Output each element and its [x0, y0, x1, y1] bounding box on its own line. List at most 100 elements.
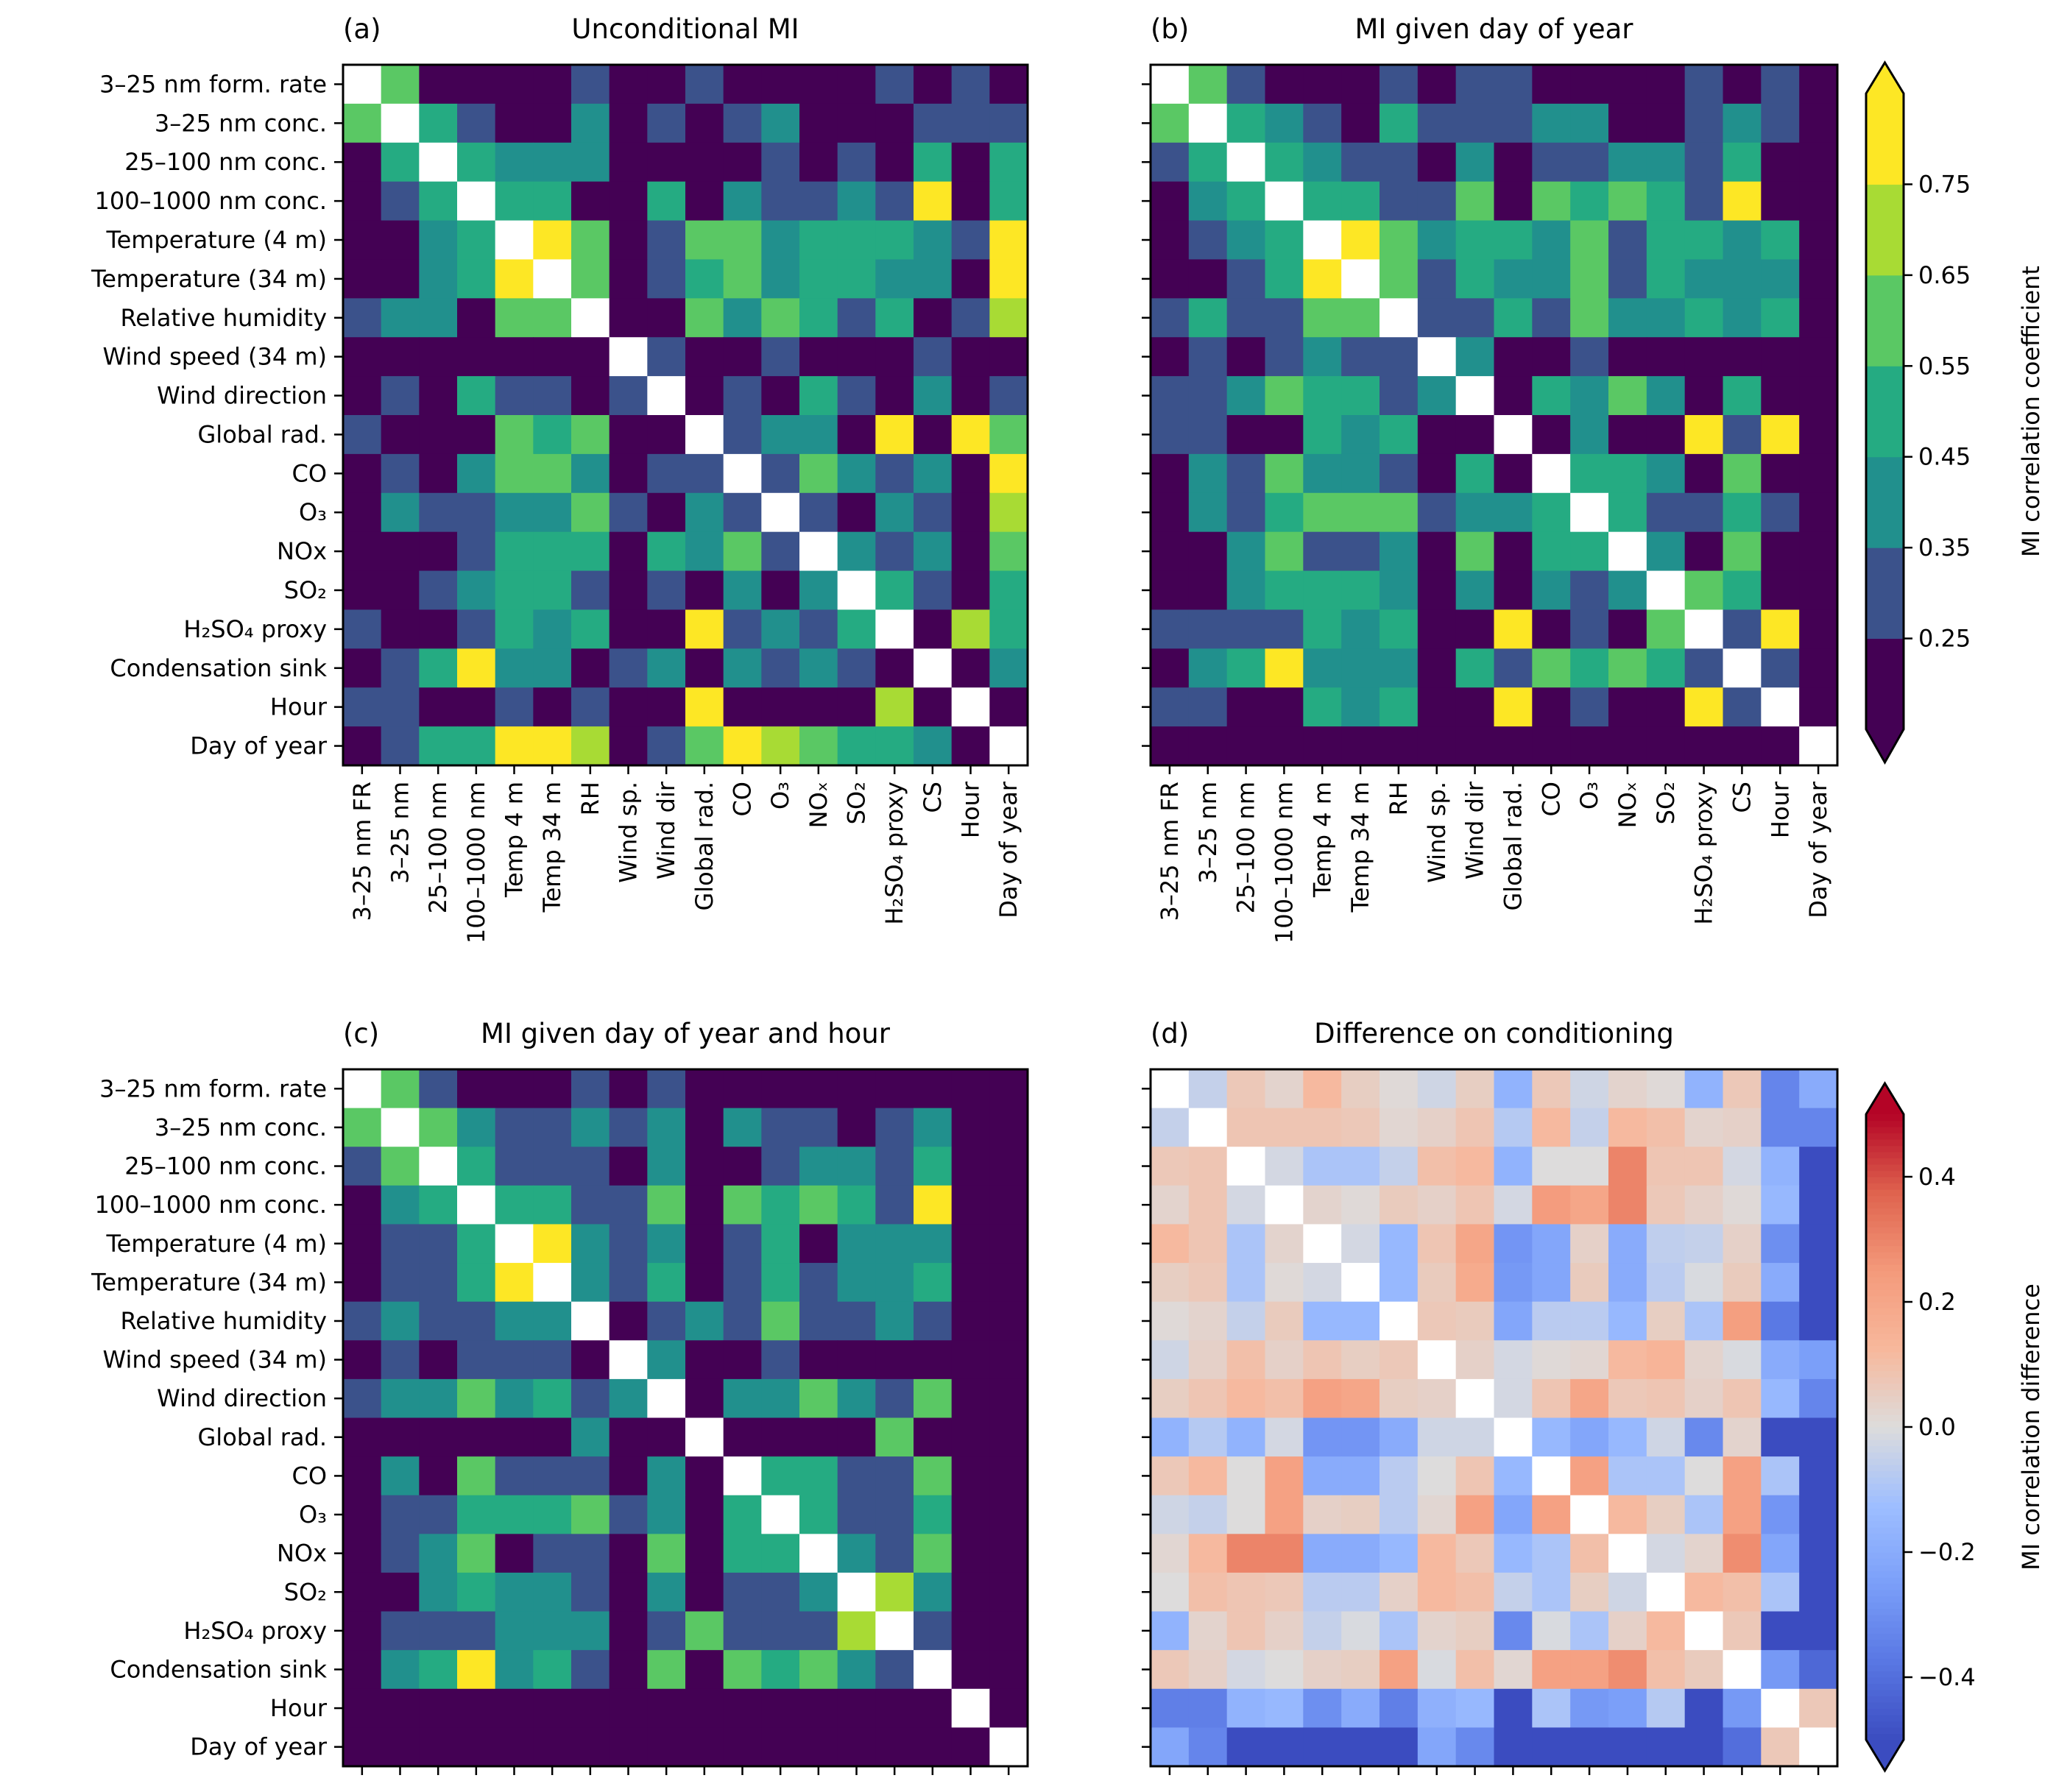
heatmap-cell — [1799, 181, 1838, 222]
heatmap-cell — [571, 1456, 610, 1496]
heatmap-cell — [1455, 181, 1495, 222]
heatmap-cell — [1226, 1147, 1266, 1186]
heatmap-cell — [685, 531, 724, 572]
heatmap-cell — [1608, 1417, 1647, 1457]
heatmap-cell — [1570, 376, 1609, 416]
heatmap-cell — [1761, 1417, 1800, 1457]
heatmap-cell — [1494, 220, 1533, 261]
heatmap-cell — [1684, 376, 1724, 416]
heatmap-cell — [761, 65, 800, 105]
heatmap-cell — [457, 648, 496, 688]
panel-title: Unconditional MI — [571, 13, 799, 45]
heatmap-cell — [419, 1495, 458, 1534]
heatmap-cell — [989, 1495, 1028, 1534]
heatmap-cell — [571, 1650, 610, 1690]
heatmap-cell — [837, 1340, 876, 1380]
row-label: CO — [292, 1462, 327, 1490]
row-label: 25–100 nm conc. — [124, 148, 327, 176]
heatmap-cell — [343, 1572, 382, 1612]
heatmap-cell — [571, 103, 610, 144]
colorbar-segment — [1866, 1414, 1904, 1422]
heatmap-cell — [1417, 181, 1457, 222]
heatmap-cell — [914, 609, 953, 649]
heatmap-cell — [1455, 531, 1495, 572]
heatmap-cell — [533, 1069, 572, 1109]
heatmap-cell — [381, 1263, 420, 1303]
colorbar-segment — [1866, 1402, 1904, 1409]
heatmap-cell — [1265, 65, 1304, 105]
heatmap-cell — [1684, 1147, 1724, 1186]
heatmap-cell — [1532, 531, 1571, 572]
heatmap-cell — [1646, 337, 1686, 377]
heatmap-cell — [951, 298, 990, 338]
heatmap-cell — [761, 415, 800, 455]
heatmap-cell — [1684, 1688, 1724, 1728]
heatmap-cell — [1723, 142, 1762, 183]
heatmap-cell — [761, 181, 800, 222]
colorbar-segment — [1866, 93, 1904, 185]
heatmap-cell — [989, 1727, 1028, 1767]
heatmap-cell — [1188, 1727, 1228, 1767]
heatmap-cell — [457, 1147, 496, 1186]
heatmap-cell — [1761, 609, 1800, 649]
heatmap-cell — [1455, 298, 1495, 338]
heatmap-cell — [1188, 648, 1228, 688]
heatmap-cell — [1532, 181, 1571, 222]
axes-frame — [1149, 63, 1839, 767]
heatmap-cell — [1570, 65, 1609, 105]
heatmap-cell — [1188, 65, 1228, 105]
heatmap-cell — [1188, 103, 1228, 144]
colorbar-extend-bottom — [1866, 1740, 1904, 1771]
heatmap-cell — [1684, 1185, 1724, 1225]
heatmap-cell — [381, 648, 420, 688]
heatmap-cell — [914, 1147, 953, 1186]
heatmap-cell — [1455, 1611, 1495, 1651]
heatmap-cell — [609, 103, 648, 144]
heatmap-cell — [1684, 415, 1724, 455]
heatmap-cell — [647, 103, 686, 144]
heatmap-cell — [1532, 142, 1571, 183]
heatmap-cell — [457, 609, 496, 649]
heatmap-cell — [914, 1378, 953, 1419]
heatmap-cell — [1188, 453, 1228, 494]
heatmap-cell — [1380, 142, 1419, 183]
heatmap-cell — [457, 1069, 496, 1109]
heatmap-cell — [381, 259, 420, 299]
heatmap-cell — [1570, 1417, 1609, 1457]
heatmap-cell — [457, 726, 496, 766]
colorbar-segment — [1866, 1458, 1904, 1465]
heatmap-cell — [1341, 1650, 1380, 1690]
heatmap-cell — [571, 1263, 610, 1303]
heatmap-cell — [685, 570, 724, 611]
heatmap-cell — [1188, 1534, 1228, 1573]
heatmap-cell — [1151, 1147, 1190, 1186]
heatmap-cell — [951, 1572, 990, 1612]
heatmap-cell — [1570, 1727, 1609, 1767]
heatmap-cell — [1494, 1378, 1533, 1419]
heatmap-cell — [1723, 1108, 1762, 1147]
heatmap-cell — [1341, 181, 1380, 222]
heatmap-cell — [571, 1340, 610, 1380]
heatmap-cell — [457, 103, 496, 144]
heatmap-cell — [1380, 687, 1419, 727]
heatmap-cell — [723, 1456, 762, 1496]
heatmap-cell — [1646, 1378, 1686, 1419]
heatmap-cell — [419, 1147, 458, 1186]
heatmap-cell — [647, 492, 686, 533]
heatmap-cell — [1417, 103, 1457, 144]
heatmap-cell — [1494, 648, 1533, 688]
heatmap-cell — [1455, 1340, 1495, 1380]
heatmap-cell — [571, 492, 610, 533]
heatmap-cell — [989, 1301, 1028, 1341]
heatmap-cell — [495, 415, 534, 455]
heatmap-cell — [457, 1263, 496, 1303]
heatmap-cell — [343, 1263, 382, 1303]
heatmap-cell — [419, 1378, 458, 1419]
heatmap-cell — [1341, 1108, 1380, 1147]
heatmap-cell — [723, 570, 762, 611]
heatmap-cell — [381, 687, 420, 727]
heatmap-cell — [419, 103, 458, 144]
heatmap-cell — [609, 181, 648, 222]
heatmap-cell — [799, 726, 838, 766]
